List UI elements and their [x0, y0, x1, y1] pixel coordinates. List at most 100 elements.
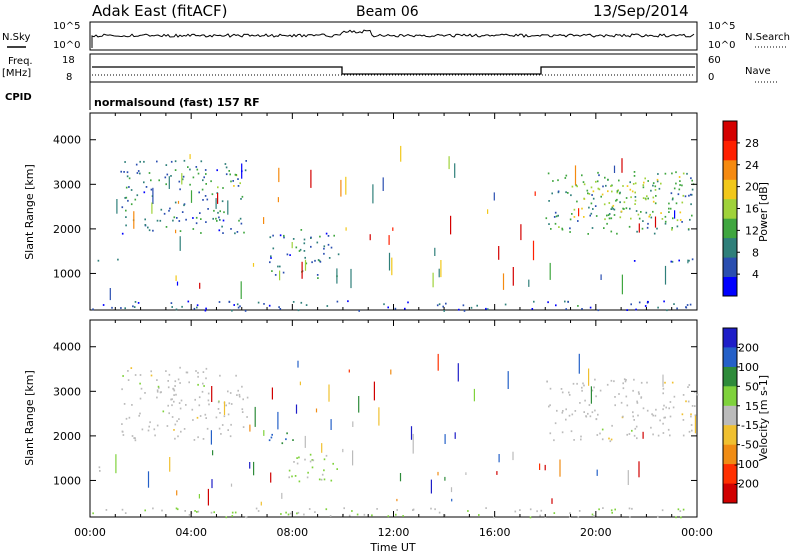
- velocity-echo-streak: [223, 401, 226, 415]
- velocity-echo-cell: [598, 508, 600, 511]
- velocity-echo-cell: [493, 516, 495, 519]
- power-echo-cell: [567, 192, 569, 194]
- velocity-echo-cell: [657, 515, 659, 518]
- power-echo-cell: [634, 203, 636, 205]
- power-echo-cell: [595, 180, 597, 183]
- power-echo-cell: [136, 172, 139, 174]
- velocity-echo-cell: [571, 413, 574, 416]
- power-echo-streak: [674, 210, 676, 219]
- velocity-echo-cell: [237, 389, 239, 392]
- velocity-echo-cell: [207, 399, 210, 402]
- power-colorbar-tick-label: 20: [745, 181, 759, 194]
- velocity-echo-cell: [323, 458, 326, 461]
- nsky-series: [91, 29, 695, 48]
- velocity-echo-cell: [174, 437, 176, 440]
- power-echo-cell: [240, 222, 243, 225]
- power-echo-streak: [574, 165, 577, 186]
- power-echo-cell: [136, 194, 139, 197]
- velocity-echo-cell: [412, 508, 415, 511]
- velocity-echo-cell: [171, 416, 174, 418]
- power-echo-cell: [117, 258, 119, 261]
- power-echo-streak: [278, 167, 280, 183]
- velocity-echo-cell: [242, 398, 244, 401]
- power-echo-cell: [179, 230, 182, 232]
- power-echo-cell: [591, 227, 594, 229]
- velocity-echo-streak: [399, 473, 402, 482]
- velocity-echo-cell: [105, 509, 108, 511]
- power-echo-cell: [221, 225, 223, 228]
- velocity-echo-cell: [318, 478, 321, 481]
- power-echo-cell: [598, 188, 601, 191]
- power-echo-cell: [195, 216, 198, 219]
- power-echo-cell: [196, 304, 199, 307]
- velocity-echo-streak: [253, 461, 255, 476]
- power-echo-cell: [120, 307, 122, 309]
- power-echo-streak: [227, 200, 229, 215]
- power-echo-cell: [610, 208, 613, 210]
- velocity-echo-cell: [646, 381, 648, 384]
- power-echo-cell: [612, 204, 615, 207]
- velocity-echo-cell: [172, 388, 175, 391]
- velocity-echo-streak: [295, 404, 298, 414]
- velocity-ytick-label: 4000: [53, 341, 81, 354]
- velocity-echo-cell: [210, 511, 213, 514]
- velocity-echo-cell: [288, 469, 291, 472]
- velocity-echo-cell: [620, 401, 623, 404]
- power-echo-cell: [148, 172, 151, 174]
- velocity-echo-cell: [225, 404, 227, 407]
- velocity-echo-cell: [297, 511, 300, 514]
- velocity-echo-cell: [131, 435, 134, 437]
- power-echo-cell: [178, 220, 181, 222]
- velocity-echo-cell: [549, 404, 551, 407]
- power-echo-cell: [327, 235, 330, 237]
- power-echo-cell: [283, 236, 285, 239]
- power-echo-streak: [600, 274, 602, 280]
- velocity-echo-streak: [249, 462, 251, 469]
- power-echo-cell: [305, 304, 308, 306]
- power-echoes: [92, 145, 695, 312]
- velocity-colorbar-swatch: [723, 328, 737, 348]
- power-echo-cell: [303, 238, 306, 241]
- power-echo-cell: [553, 216, 556, 218]
- power-echo-cell: [217, 211, 219, 214]
- velocity-echo-cell: [622, 382, 624, 385]
- velocity-echo-streak: [437, 353, 439, 371]
- power-echo-cell: [196, 306, 198, 309]
- power-echo-streak: [438, 268, 440, 278]
- velocity-echo-cell: [682, 434, 685, 437]
- nsearch-tick-top: 10^5: [708, 21, 735, 32]
- power-echo-streak: [621, 158, 623, 173]
- power-echo-cell: [673, 303, 675, 305]
- power-echo-cell: [241, 195, 244, 198]
- power-echo-cell: [657, 306, 659, 309]
- power-ytick-label: 3000: [53, 178, 81, 191]
- power-echo-cell: [555, 304, 557, 307]
- velocity-echo-cell: [614, 396, 616, 398]
- power-echo-cell: [681, 184, 683, 187]
- power-echo-cell: [148, 229, 151, 232]
- velocity-echo-cell: [139, 382, 141, 385]
- power-echo-cell: [548, 223, 550, 225]
- velocity-colorbar-swatch: [723, 386, 737, 407]
- power-echo-cell: [204, 309, 207, 312]
- power-echo-cell: [207, 208, 209, 210]
- velocity-echo-cell: [307, 471, 309, 474]
- velocity-echo-cell: [205, 377, 207, 380]
- power-echo-cell: [197, 172, 200, 175]
- velocity-echo-cell: [191, 408, 194, 411]
- power-echo-cell: [644, 177, 646, 180]
- power-echo-cell: [178, 180, 181, 183]
- power-echo-cell: [629, 181, 631, 184]
- velocity-echo-cell: [581, 386, 583, 389]
- power-echo-cell: [205, 173, 207, 175]
- power-echo-cell: [626, 309, 628, 311]
- power-echo-cell: [557, 214, 559, 217]
- velocity-echo-cell: [227, 429, 229, 431]
- power-echo-cell: [678, 259, 680, 262]
- power-echo-cell: [156, 160, 158, 163]
- velocity-echo-cell: [640, 396, 642, 399]
- power-echo-cell: [675, 182, 677, 185]
- velocity-echo-cell: [596, 434, 599, 436]
- power-echo-cell: [328, 257, 331, 259]
- velocity-echo-cell: [311, 459, 314, 461]
